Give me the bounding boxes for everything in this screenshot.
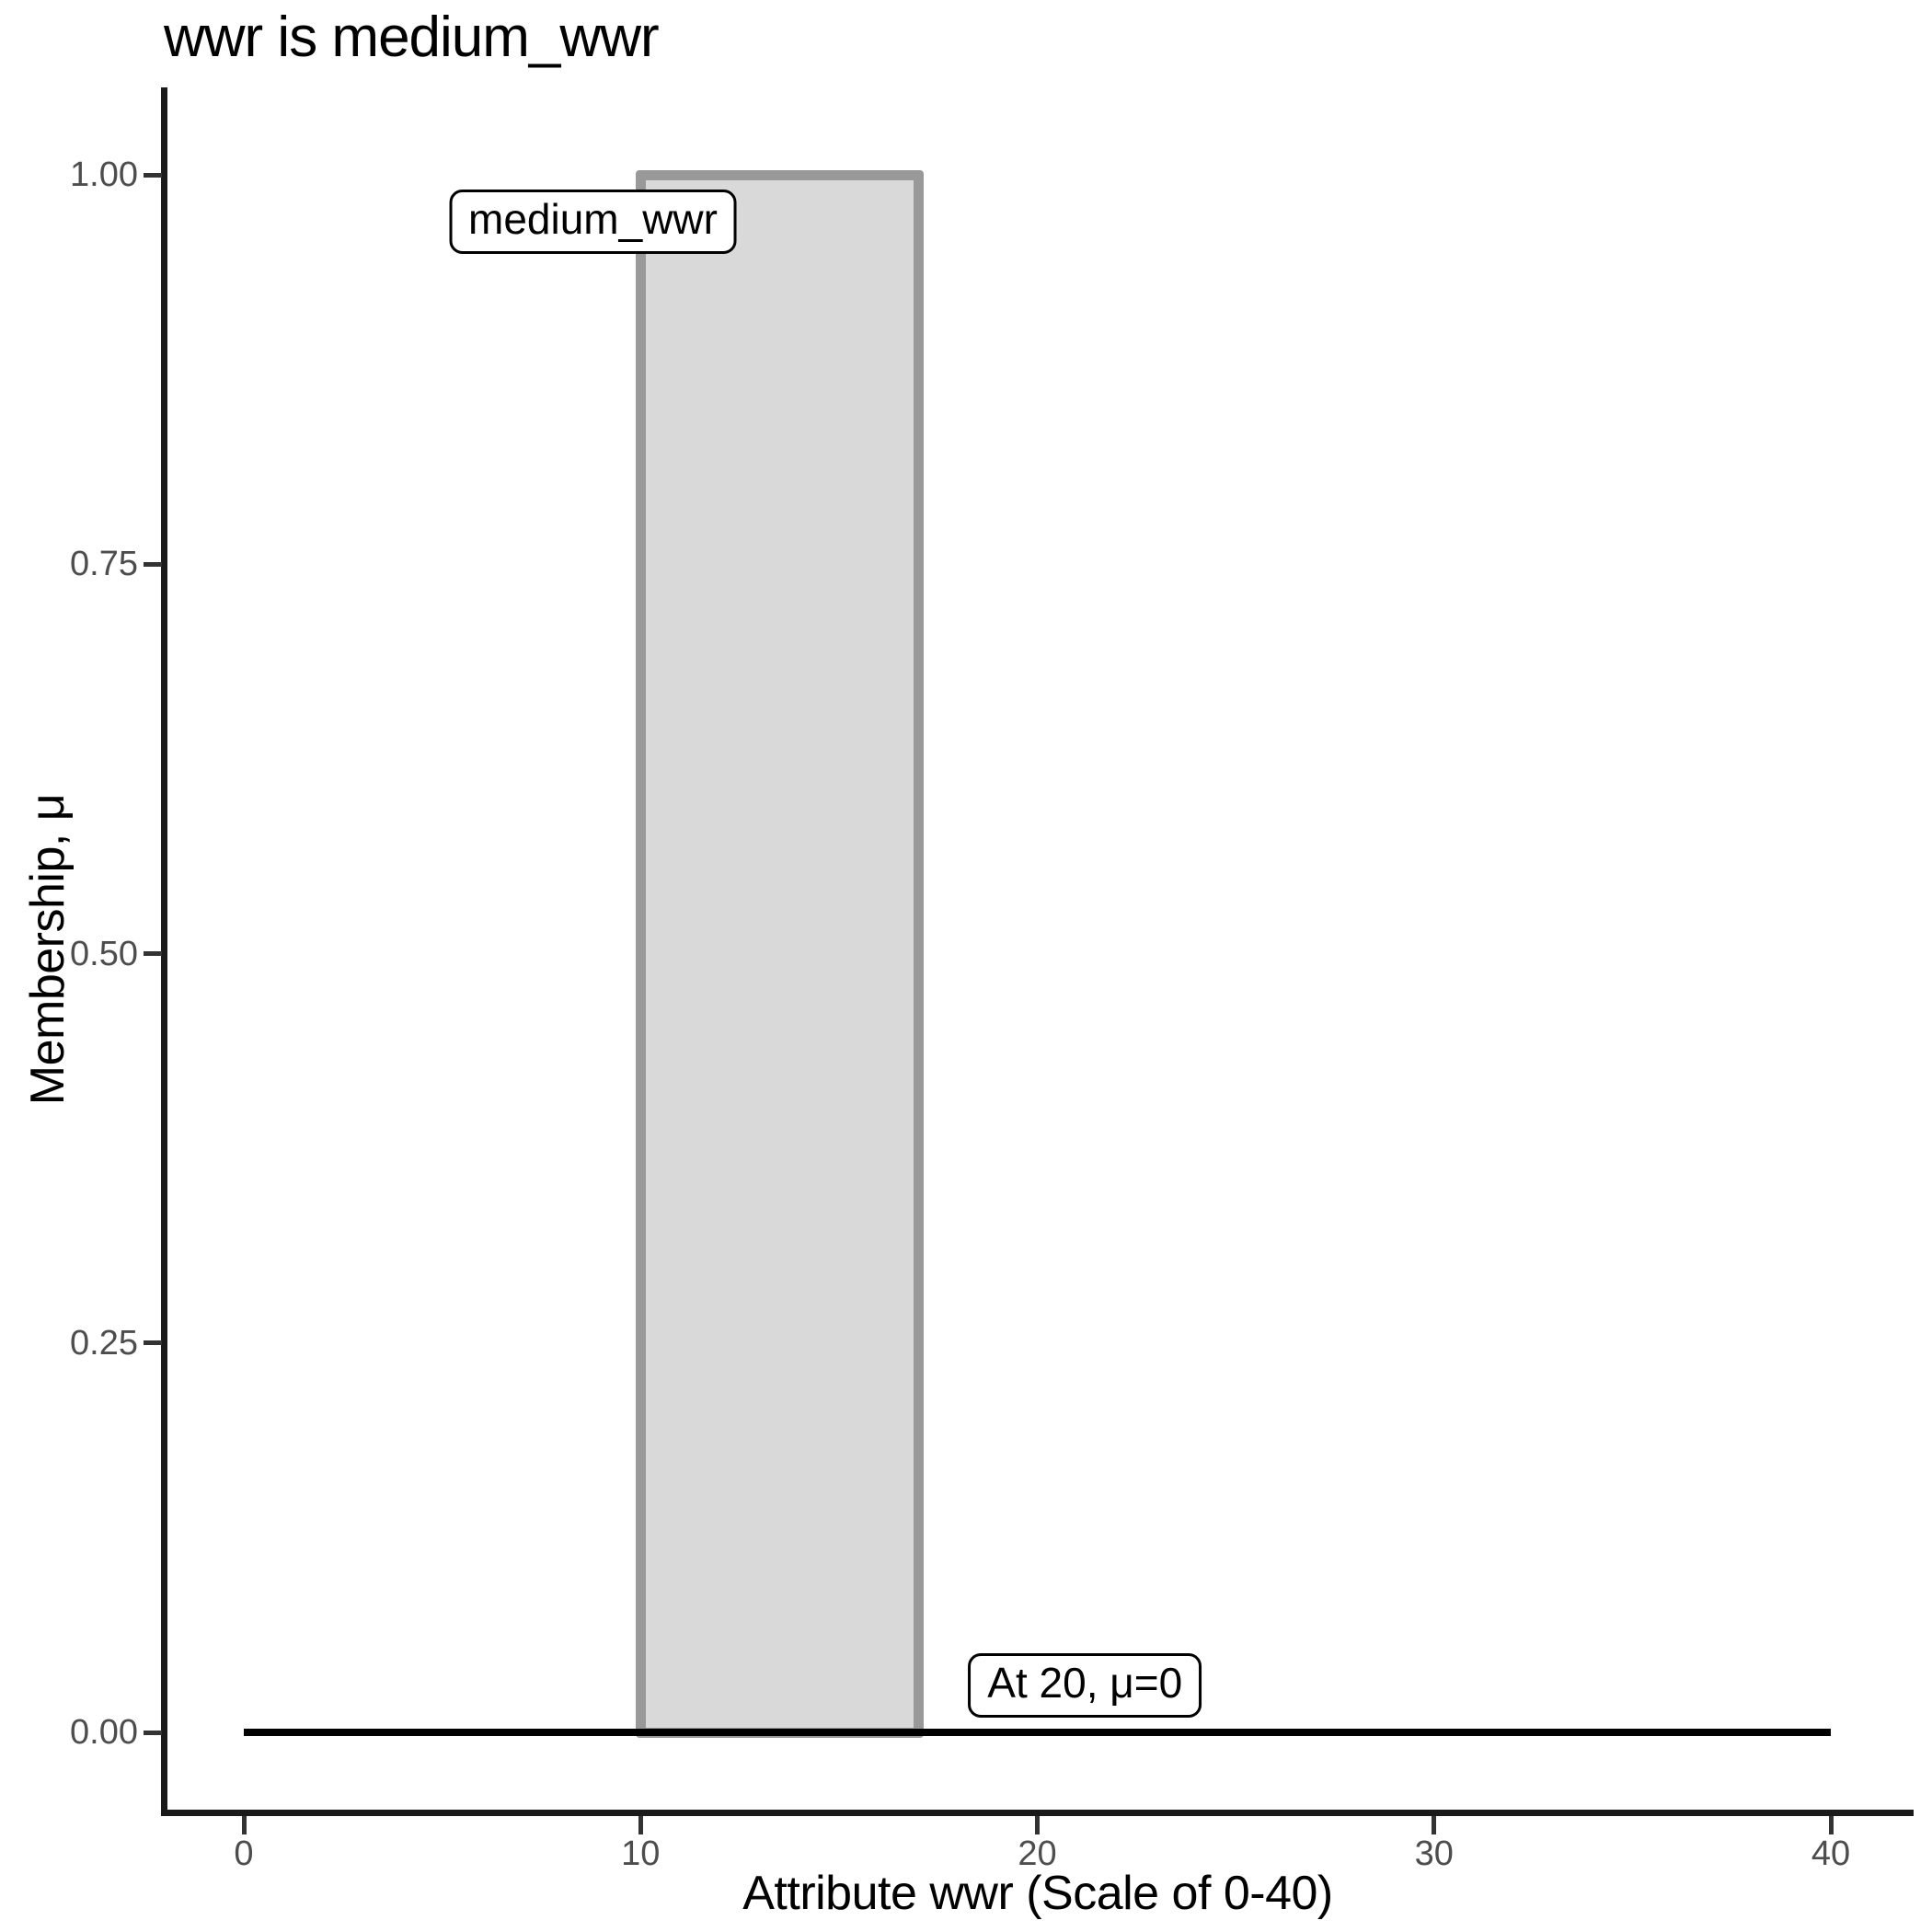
y-axis-line <box>161 87 167 1816</box>
x-tick-mark-10 <box>638 1816 643 1834</box>
x-tick-mark-40 <box>1828 1816 1834 1834</box>
x-tick-label-10: 10 <box>621 1834 661 1873</box>
x-tick-mark-30 <box>1432 1816 1437 1834</box>
y-tick-mark-0.25 <box>144 1340 162 1346</box>
y-tick-label-0.00: 0.00 <box>70 1713 138 1752</box>
y-tick-mark-0.50 <box>144 951 162 956</box>
x-tick-label-40: 40 <box>1811 1834 1851 1873</box>
annotation-at-20-mu-0: At 20, μ=0 <box>968 1653 1202 1719</box>
y-tick-label-0.50: 0.50 <box>70 934 138 973</box>
y-tick-mark-0.75 <box>144 561 162 567</box>
y-tick-mark-1.00 <box>144 172 162 178</box>
annotation-medium-wwr: medium_wwr <box>449 189 737 254</box>
y-tick-label-1.00: 1.00 <box>70 155 138 194</box>
x-tick-label-30: 30 <box>1414 1834 1454 1873</box>
chart-title: wwr is medium_wwr <box>164 6 660 69</box>
membership-baseline <box>244 1729 1831 1736</box>
x-axis-line <box>161 1810 1914 1816</box>
x-tick-label-0: 0 <box>234 1834 254 1873</box>
x-tick-mark-20 <box>1035 1816 1040 1834</box>
x-axis-title: Attribute wwr (Scale of 0-40) <box>742 1867 1333 1920</box>
membership-bar-medium-wwr <box>635 169 924 1738</box>
y-tick-mark-0.00 <box>144 1730 162 1735</box>
x-tick-label-20: 20 <box>1018 1834 1057 1873</box>
y-tick-label-0.25: 0.25 <box>70 1323 138 1363</box>
x-tick-mark-0 <box>241 1816 247 1834</box>
y-tick-label-0.75: 0.75 <box>70 545 138 584</box>
